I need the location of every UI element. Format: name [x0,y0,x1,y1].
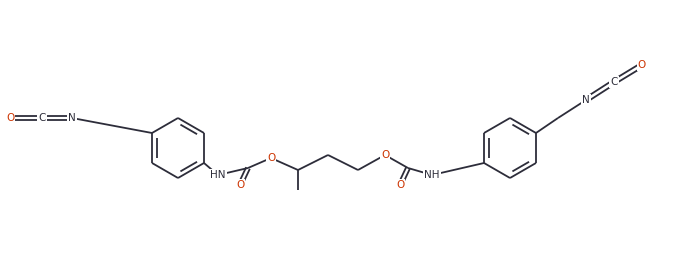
Text: HN: HN [210,170,226,180]
Text: O: O [381,150,389,160]
Text: O: O [396,180,404,190]
Text: O: O [267,153,275,163]
Text: N: N [582,95,590,105]
Text: O: O [6,113,14,123]
Text: O: O [638,60,646,70]
Text: O: O [236,180,244,190]
Text: NH: NH [425,170,440,180]
Text: C: C [39,113,46,123]
Text: C: C [610,77,618,87]
Text: N: N [68,113,76,123]
